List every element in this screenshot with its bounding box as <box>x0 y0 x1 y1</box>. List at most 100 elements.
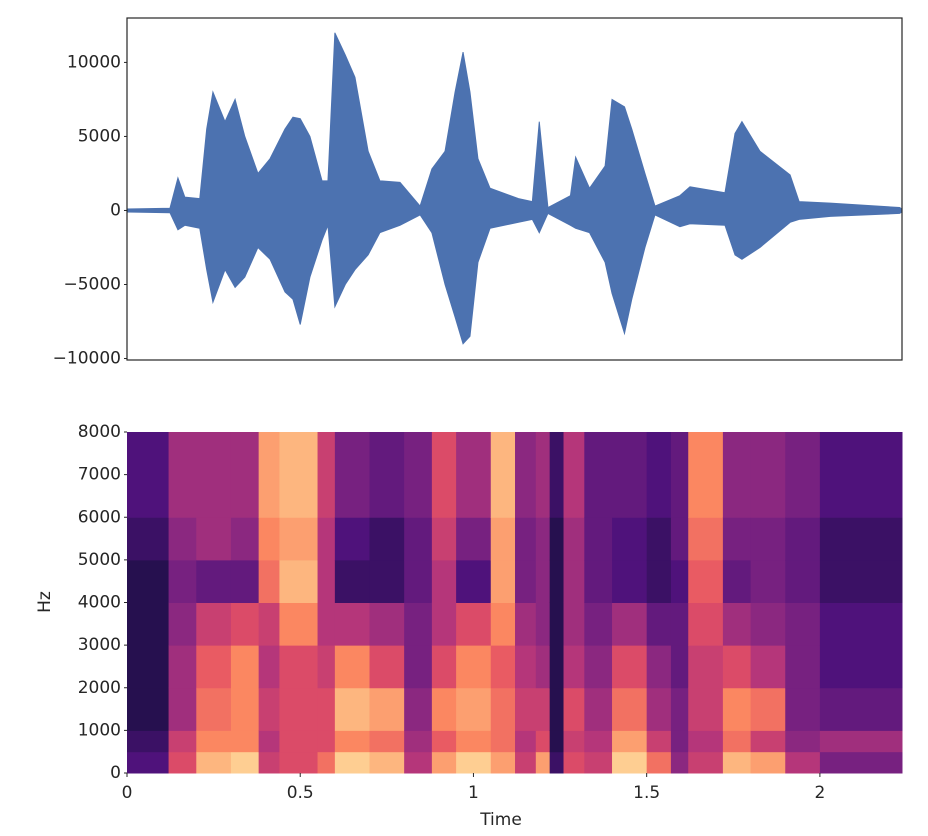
spectrogram-cell <box>646 517 672 561</box>
spectrogram-cell <box>515 559 537 603</box>
spectrogram-cell <box>750 751 786 774</box>
spectrogram-cell <box>230 602 260 646</box>
spectrogram-cell <box>404 602 433 646</box>
y-tick-label: 1000 <box>78 720 121 740</box>
spectrogram-cell <box>612 687 648 731</box>
spectrogram-cell <box>334 730 371 753</box>
spectrogram-cell <box>515 730 537 753</box>
spectrogram-cell <box>646 602 672 646</box>
spectrogram-cell <box>127 730 170 753</box>
spectrogram-cell <box>646 751 672 774</box>
y-tick-label: 8000 <box>78 422 121 442</box>
spectrogram-cell <box>584 730 613 753</box>
y-tick-label: 4000 <box>78 593 121 613</box>
spectrogram-cell <box>670 559 689 603</box>
spectrogram-cell <box>490 602 516 646</box>
spectrogram-cell <box>785 559 821 603</box>
spectrogram-cell <box>490 687 516 731</box>
spectrogram-cell <box>334 602 371 646</box>
spectrogram-cell <box>688 751 724 774</box>
x-tick-label: 1.5 <box>633 783 660 803</box>
spectrogram-cell <box>258 751 280 774</box>
spectrogram-cell <box>819 751 903 774</box>
y-tick-label: 10000 <box>67 52 121 72</box>
spectrogram-cell <box>750 730 786 753</box>
spectrogram-cell <box>369 687 405 731</box>
y-tick-label: 7000 <box>78 465 121 485</box>
spectrogram-cell <box>670 751 689 774</box>
spectrogram-cell <box>456 602 492 646</box>
spectrogram-cell <box>535 432 551 518</box>
spectrogram-cell <box>563 517 585 561</box>
spectrogram-cell <box>490 517 516 561</box>
spectrogram-cell <box>535 645 551 689</box>
spectrogram-cell <box>334 432 371 518</box>
spectrogram-cell <box>563 645 585 689</box>
spectrogram-cell <box>258 517 280 561</box>
spectrogram-cell <box>549 687 565 731</box>
spectrogram-cell <box>404 730 433 753</box>
spectrogram-cell <box>549 432 565 518</box>
spectrogram-cell <box>369 751 405 774</box>
spectrogram-cell <box>549 602 565 646</box>
spectrogram-cell <box>431 687 457 731</box>
spectrogram-cell <box>230 432 260 518</box>
spectrogram-cell <box>168 602 197 646</box>
spectrogram-cell <box>456 687 492 731</box>
spectrogram-cell <box>688 559 724 603</box>
spectrogram-cell <box>317 559 336 603</box>
spectrogram-cell <box>369 517 405 561</box>
spectrogram-cell <box>196 432 232 518</box>
spectrogram-cell <box>670 432 689 518</box>
y-tick-label: −5000 <box>63 274 121 294</box>
spectrogram-cell <box>584 645 613 689</box>
spectrogram-cell <box>612 645 648 689</box>
spectrogram-cell <box>369 645 405 689</box>
spectrogram-cell <box>431 517 457 561</box>
spectrogram-cell <box>196 751 232 774</box>
spectrogram-cell <box>535 687 551 731</box>
spectrogram-cell <box>230 645 260 689</box>
y-tick-label: 2000 <box>78 678 121 698</box>
spectrogram-cell <box>404 751 433 774</box>
spectrogram-cell <box>404 645 433 689</box>
spectrogram-cell <box>819 559 903 603</box>
spectrogram-cell <box>334 559 371 603</box>
spectrogram-cell <box>612 559 648 603</box>
spectrogram-cell <box>431 559 457 603</box>
spectrogram-cell <box>334 751 371 774</box>
spectrogram-cell <box>279 730 319 753</box>
spectrogram-cell <box>431 730 457 753</box>
plot-frame <box>126 17 903 361</box>
spectrogram-cell <box>456 730 492 753</box>
spectrogram-cell <box>515 602 537 646</box>
spectrogram-cell <box>819 602 903 646</box>
spectrogram-cell <box>196 645 232 689</box>
spectrogram-cell <box>670 645 689 689</box>
spectrogram-cell <box>722 645 752 689</box>
spectrogram-cell <box>279 432 319 518</box>
spectrogram-cell <box>549 645 565 689</box>
spectrogram-cell <box>515 751 537 774</box>
spectrogram-cell <box>258 602 280 646</box>
spectrogram-cell <box>490 730 516 753</box>
spectrogram-cell <box>230 687 260 731</box>
spectrogram-cell <box>750 517 786 561</box>
spectrogram-cell <box>750 432 786 518</box>
spectrogram-cell <box>317 730 336 753</box>
y-tick-label: 3000 <box>78 635 121 655</box>
spectrogram-cell <box>670 687 689 731</box>
spectrogram-cell <box>688 602 724 646</box>
spectrogram-cell <box>230 517 260 561</box>
spectrogram-cell <box>317 751 336 774</box>
spectrogram-cell <box>646 687 672 731</box>
spectrogram-cell <box>750 602 786 646</box>
x-tick-label: 0 <box>122 783 133 803</box>
spectrogram-cell <box>750 687 786 731</box>
y-tick-label: −10000 <box>53 349 121 369</box>
spectrogram-cell <box>369 602 405 646</box>
spectrogram-cell <box>785 517 821 561</box>
spectrogram-cell <box>549 517 565 561</box>
spectrogram-cell <box>515 645 537 689</box>
spectrogram-cell <box>612 751 648 774</box>
